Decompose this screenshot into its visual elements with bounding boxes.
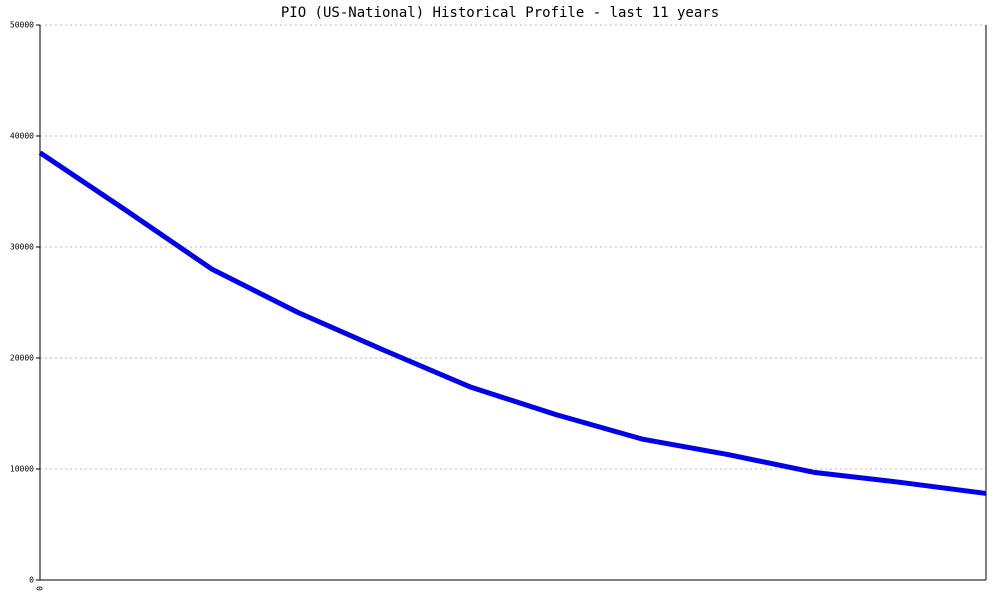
series-line (38, 150, 987, 496)
y-tick-label: 10000 (10, 465, 34, 474)
y-tick-label: 40000 (10, 132, 34, 141)
chart-title: PIO (US-National) Historical Profile - l… (281, 5, 719, 21)
y-tick-label: 50000 (10, 21, 34, 30)
y-tick-label: 0 (29, 576, 34, 585)
y-tick-label: 30000 (10, 243, 34, 252)
y-tick-label: 20000 (10, 354, 34, 363)
x-tick-label: 0 (36, 586, 45, 591)
